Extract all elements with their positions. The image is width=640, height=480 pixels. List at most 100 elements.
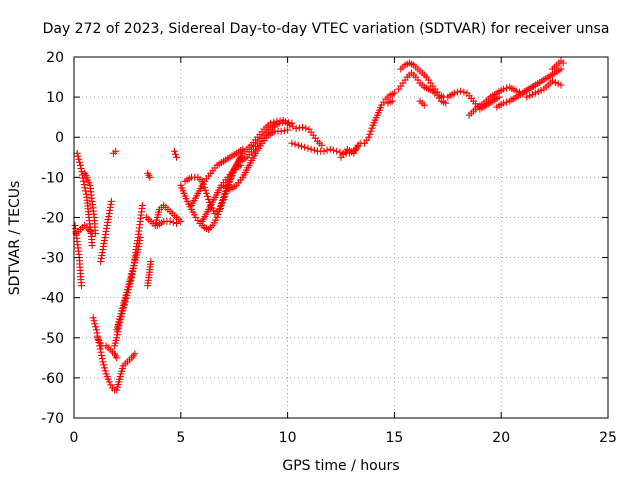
data-point bbox=[214, 210, 222, 218]
data-point bbox=[297, 142, 305, 150]
data-point bbox=[557, 81, 565, 89]
y-axis-label: SDTVAR / TECUs bbox=[7, 181, 23, 296]
data-point bbox=[503, 98, 511, 106]
data-point bbox=[112, 147, 120, 155]
data-point bbox=[88, 242, 96, 250]
data-point bbox=[366, 130, 374, 138]
data-point bbox=[101, 367, 109, 375]
y-tick-label: -20 bbox=[41, 210, 64, 226]
data-point bbox=[218, 196, 226, 204]
plot-frame bbox=[73, 56, 609, 419]
data-point bbox=[288, 139, 296, 147]
data-point bbox=[215, 205, 223, 213]
data-point bbox=[499, 85, 507, 93]
data-point bbox=[284, 126, 292, 134]
data-point bbox=[81, 184, 89, 192]
data-point bbox=[307, 145, 315, 153]
y-tick-label: -70 bbox=[41, 411, 64, 427]
data-point bbox=[216, 202, 224, 210]
data-point bbox=[295, 124, 303, 132]
data-point bbox=[220, 193, 228, 201]
grid bbox=[74, 57, 608, 418]
data-point bbox=[323, 146, 331, 154]
data-point bbox=[73, 149, 81, 157]
data-point bbox=[202, 189, 210, 197]
data-point bbox=[450, 89, 458, 97]
data-point bbox=[204, 192, 211, 200]
data-point bbox=[453, 88, 461, 96]
data-point bbox=[291, 140, 299, 148]
data-point bbox=[310, 146, 318, 154]
data-point bbox=[166, 217, 174, 225]
data-point bbox=[169, 218, 177, 226]
data-point bbox=[98, 351, 106, 359]
data-point bbox=[320, 147, 328, 155]
data-point bbox=[96, 345, 104, 353]
data-point bbox=[292, 124, 300, 132]
y-tick-label: -40 bbox=[41, 291, 64, 307]
data-point bbox=[460, 88, 468, 96]
y-tick-label: 10 bbox=[46, 90, 64, 106]
data-point bbox=[557, 65, 565, 73]
data-point bbox=[107, 381, 115, 389]
data-point bbox=[131, 350, 139, 358]
data-point bbox=[173, 219, 181, 227]
data-point bbox=[90, 317, 98, 325]
data-point bbox=[107, 197, 115, 205]
data-point bbox=[330, 146, 338, 154]
data-point bbox=[138, 201, 146, 209]
data-point bbox=[105, 378, 113, 386]
data-point bbox=[201, 186, 209, 194]
data-point bbox=[113, 354, 121, 362]
data-point bbox=[170, 147, 178, 155]
data-point bbox=[420, 101, 428, 109]
x-tick-label: 5 bbox=[176, 430, 185, 446]
data-point bbox=[286, 121, 294, 129]
data-point bbox=[267, 119, 275, 127]
y-tick-label: 20 bbox=[46, 50, 64, 66]
data-point bbox=[77, 165, 85, 173]
data-point bbox=[177, 217, 185, 225]
data-point bbox=[213, 213, 221, 221]
data-point bbox=[99, 358, 107, 366]
data-point bbox=[294, 141, 302, 149]
data-point bbox=[89, 314, 97, 322]
y-tick-label: -50 bbox=[41, 331, 64, 347]
data-point bbox=[136, 234, 144, 241]
data-point bbox=[146, 173, 154, 181]
data-point bbox=[74, 152, 82, 160]
data-point bbox=[173, 153, 181, 161]
x-tick-label: 20 bbox=[492, 430, 510, 446]
data-point bbox=[301, 143, 309, 151]
data-point bbox=[354, 141, 362, 149]
data-point bbox=[82, 190, 90, 198]
data-point bbox=[91, 320, 99, 328]
data-point bbox=[76, 158, 84, 166]
data-point bbox=[98, 355, 106, 363]
data-point bbox=[388, 97, 396, 105]
y-tick-label: -30 bbox=[41, 251, 64, 267]
data-point bbox=[77, 282, 85, 290]
data-point bbox=[82, 187, 90, 195]
data-point bbox=[304, 144, 312, 152]
data-point bbox=[280, 127, 288, 135]
data-point bbox=[333, 147, 341, 155]
data-point bbox=[217, 199, 225, 207]
data-point bbox=[302, 124, 310, 132]
data-point bbox=[367, 127, 375, 135]
y-tick-label: 0 bbox=[55, 130, 64, 146]
y-tick-label: -10 bbox=[41, 170, 64, 186]
data-point bbox=[100, 364, 108, 372]
data-point bbox=[92, 323, 100, 331]
data-point bbox=[80, 181, 88, 189]
data-point bbox=[390, 89, 398, 97]
x-tick-label: 10 bbox=[279, 430, 297, 446]
data-point bbox=[100, 361, 108, 369]
data-point bbox=[326, 145, 334, 153]
x-axis-label: GPS time / hours bbox=[282, 458, 399, 474]
data-point bbox=[239, 145, 247, 153]
data-point bbox=[171, 150, 179, 158]
data-point bbox=[97, 348, 105, 356]
